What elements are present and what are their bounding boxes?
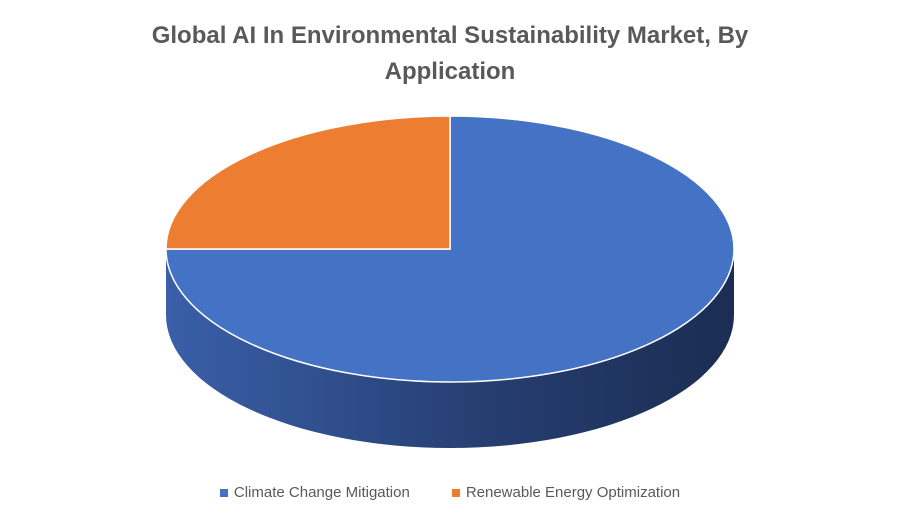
legend-label-renewable-energy-optimization: Renewable Energy Optimization bbox=[465, 484, 681, 501]
legend-item-renewable-energy-optimization: Renewable Energy Optimization bbox=[451, 484, 681, 501]
chart-title: Global AI In Environmental Sustainabilit… bbox=[0, 18, 900, 90]
chart-title-line-1: Global AI In Environmental Sustainabilit… bbox=[151, 22, 749, 49]
pie-tops bbox=[165, 115, 735, 383]
legend-swatch-climate-change-mitigation bbox=[219, 488, 228, 497]
pie-sides bbox=[166, 249, 734, 448]
legend: Climate Change Mitigation Renewable Ener… bbox=[0, 484, 900, 501]
pie-side-climate-change-mitigation bbox=[166, 249, 734, 448]
legend-label-climate-change-mitigation: Climate Change Mitigation bbox=[233, 484, 410, 501]
chart-title-line-2: Application bbox=[384, 58, 516, 85]
legend-item-climate-change-mitigation: Climate Change Mitigation bbox=[219, 484, 410, 501]
pie-slice-renewable-energy-optimization bbox=[165, 115, 451, 250]
legend-swatch-renewable-energy-optimization bbox=[451, 488, 460, 497]
